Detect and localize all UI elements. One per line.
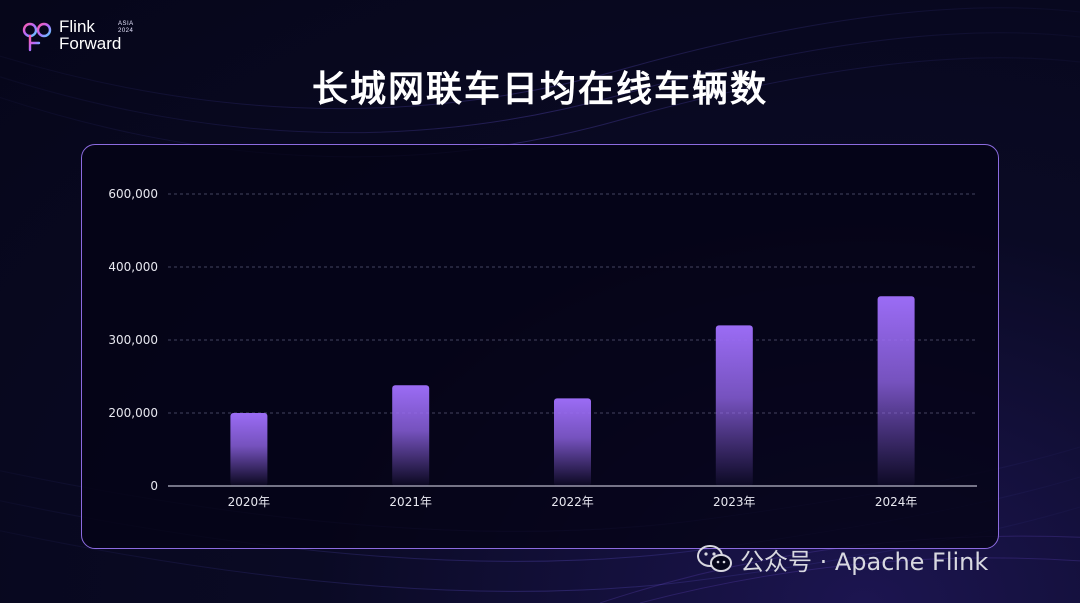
y-tick-label: 200,000 xyxy=(108,406,158,420)
x-axis-labels: 2020年 2021年 2022年 2023年 2024年 xyxy=(228,495,918,509)
y-tick-label: 0 xyxy=(150,479,158,493)
x-tick-label: 2022年 xyxy=(551,495,594,509)
watermark: 公众号 · Apache Flink xyxy=(696,541,988,577)
x-tick-label: 2021年 xyxy=(389,495,432,509)
logo-line1: Flink xyxy=(59,17,95,36)
y-tick-label: 600,000 xyxy=(108,187,158,201)
x-tick-label: 2023年 xyxy=(713,495,756,509)
chart-title: 长城网联车日均在线车辆数 xyxy=(311,69,768,110)
x-tick-label: 2020年 xyxy=(228,495,271,509)
y-axis-ticks: 0 200,000 300,000 400,000 600,000 xyxy=(108,187,158,493)
logo-line2: Forward xyxy=(59,34,122,53)
bar-2023年 xyxy=(715,325,753,486)
logo-badge-line2: 2024 xyxy=(118,28,134,34)
logo-badge-line1: ASIA xyxy=(118,21,134,27)
bar-chart: 0 200,000 300,000 400,000 600,000 2020年 2021年… xyxy=(108,187,977,509)
bar-2022年 xyxy=(554,398,591,486)
bars xyxy=(230,296,915,486)
logo-badge: ASIA 2024 xyxy=(118,21,134,35)
x-tick-label: 2024年 xyxy=(875,495,918,509)
watermark-text: 公众号 · Apache Flink xyxy=(740,547,989,576)
y-tick-label: 400,000 xyxy=(108,260,158,274)
bar-2021年 xyxy=(392,385,430,486)
flink-forward-logo-icon xyxy=(22,22,52,52)
bar-2020年 xyxy=(230,413,268,486)
wechat-icon xyxy=(697,545,732,572)
y-tick-label: 300,000 xyxy=(108,333,158,347)
logo-wordmark: Flink Forward xyxy=(59,18,121,52)
bar-2024年 xyxy=(877,296,915,486)
flink-forward-logo: Flink Forward ASIA 2024 xyxy=(22,18,172,58)
